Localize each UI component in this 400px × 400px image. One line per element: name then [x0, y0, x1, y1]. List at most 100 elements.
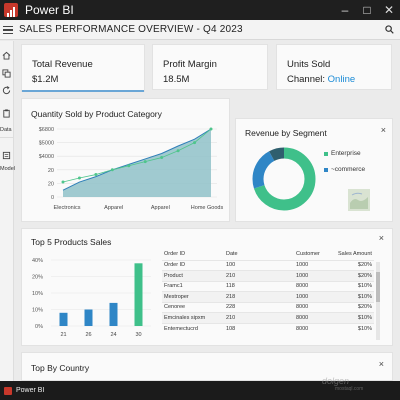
table-cell: 100 [224, 259, 294, 271]
legend-item-commerce: ~commerce [324, 166, 365, 173]
table-row[interactable]: Entemectucrd 108 8000 $10% [162, 322, 374, 334]
table-scrollbar[interactable] [376, 262, 380, 340]
copy-icon[interactable] [2, 69, 11, 78]
table-row[interactable]: Order ID 100 1000 $20% [162, 259, 374, 271]
kpi-value: 18.5M [163, 74, 190, 85]
kpi-card-total-revenue[interactable]: Total Revenue $1.2M [21, 44, 145, 92]
x-tick-label: Apparel [151, 205, 170, 211]
legend-item-enterprise: Enterprise [324, 150, 361, 157]
minimize-button[interactable]: – [341, 3, 349, 17]
data-view-icon[interactable] [2, 109, 11, 118]
top-country-card[interactable]: Top By Country × [21, 352, 393, 381]
table-cell: 1000 [294, 270, 336, 281]
column-header[interactable]: Sales Amount [338, 250, 372, 257]
home-icon[interactable] [2, 51, 11, 60]
table-cell: Cenoree [162, 301, 224, 313]
taskbar-app-label[interactable]: Power BI [16, 387, 45, 394]
y-tick-label: 10% [32, 308, 43, 314]
top5-bar-chart: 40% 20% 10% 10% 0% 21 26 24 30 [32, 258, 151, 338]
refresh-icon[interactable] [2, 86, 11, 95]
map-thumbnail-icon [348, 189, 370, 211]
left-nav-rail: Data Model [0, 41, 15, 381]
table-cell: 1000 [294, 291, 336, 302]
line-series [62, 128, 212, 183]
x-tick-label: 21 [60, 332, 66, 338]
table-header-row: Order ID Date Customer Sales Amount [162, 248, 374, 260]
app-title: Power BI [25, 3, 74, 17]
revenue-donut-chart [252, 147, 316, 211]
y-tick-label: 0% [35, 324, 43, 330]
taskbar: Power BI [0, 381, 400, 400]
kpi-card-profit-margin[interactable]: Profit Margin 18.5M [152, 44, 268, 90]
area-series [63, 129, 211, 197]
maximize-button[interactable]: □ [363, 3, 371, 17]
table-cell: $10% [336, 312, 374, 323]
line-point [160, 156, 164, 160]
line-point [127, 164, 131, 168]
x-tick-label: 24 [110, 332, 116, 338]
search-icon[interactable] [385, 25, 394, 34]
table-row[interactable]: Emcinales sipxm 210 8000 $10% [162, 312, 374, 323]
table-cell: 8000 [294, 312, 336, 323]
x-tick-label: Apparel [104, 205, 123, 211]
channel-value: Online [327, 74, 356, 85]
table-cell: $20% [336, 259, 374, 271]
close-icon[interactable]: × [378, 359, 384, 369]
close-icon[interactable]: × [380, 125, 386, 135]
column-header[interactable]: Order ID [164, 250, 186, 257]
y-tick-label: $4000 [39, 154, 54, 160]
y-tick-label: $5000 [39, 141, 54, 147]
close-icon[interactable]: × [378, 233, 384, 243]
table-cell: 8000 [294, 322, 336, 334]
column-header[interactable]: Customer [296, 250, 320, 257]
table-cell: 108 [224, 322, 294, 334]
x-tick-label: 26 [85, 332, 91, 338]
taskbar-powerbi-icon[interactable] [4, 386, 12, 395]
table-cell: 218 [224, 291, 294, 302]
bar [109, 302, 118, 326]
y-tick-label: 20% [32, 275, 43, 281]
donut-slice [252, 147, 316, 211]
table-cell: $10% [336, 322, 374, 334]
table-cell: $10% [336, 280, 374, 292]
table-row[interactable]: Cenoree 228 8000 $20% [162, 301, 374, 313]
table-cell: Product [162, 270, 224, 281]
kpi-selected-indicator [22, 90, 144, 92]
watermark: dolgen [322, 376, 350, 386]
line-point [61, 180, 65, 184]
table-row[interactable]: Mestroper 218 1000 $10% [162, 291, 374, 302]
bar [59, 312, 68, 326]
table-cell: Entemectucrd [162, 322, 224, 334]
area-series-line [62, 128, 212, 191]
table-cell: 1000 [294, 259, 336, 271]
bar [134, 263, 143, 326]
kpi-value: Channel: Online [287, 74, 356, 85]
line-point [94, 173, 98, 177]
close-window-button[interactable]: ✕ [383, 3, 395, 17]
page-title: SALES PERFORMANCE OVERVIEW - Q4 2023 [19, 24, 243, 35]
line-point [143, 160, 147, 164]
table-cell: 210 [224, 270, 294, 281]
rail-divider [0, 137, 14, 138]
x-tick-label: Home Goods [191, 205, 224, 211]
scrollbar-thumb[interactable] [376, 272, 380, 302]
table-row[interactable]: Framc1 118 8000 $10% [162, 280, 374, 292]
table-cell: $20% [336, 270, 374, 281]
line-point [77, 176, 81, 180]
rail-label-data: Data [0, 127, 12, 133]
line-point [193, 141, 197, 145]
table-cell: 8000 [294, 301, 336, 313]
table-row[interactable]: Product 210 1000 $20% [162, 270, 374, 281]
line-point [110, 168, 114, 172]
x-tick-label: Electronics [54, 205, 81, 211]
kpi-label: Units Sold [287, 59, 331, 70]
line-point [209, 127, 213, 131]
model-view-icon[interactable] [2, 151, 11, 160]
column-header[interactable]: Date [226, 250, 238, 257]
table-cell: 118 [224, 280, 294, 292]
kpi-label: Profit Margin [163, 59, 217, 70]
kpi-card-units-sold[interactable]: Units Sold Channel: Online [276, 44, 392, 90]
hamburger-menu-icon[interactable] [3, 26, 13, 35]
bar [84, 309, 93, 326]
